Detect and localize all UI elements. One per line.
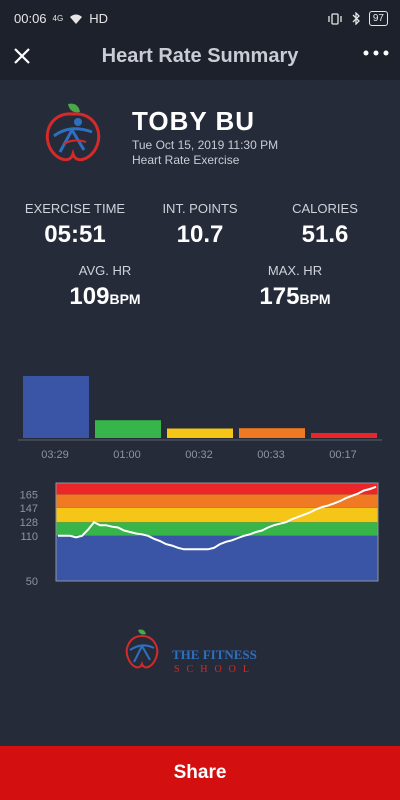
- profile-logo-icon: [45, 103, 101, 162]
- status-time: 00:06: [14, 11, 47, 26]
- hr-tick-label: 165: [20, 489, 38, 501]
- network-type: HD: [89, 11, 108, 26]
- hr-zone-band-1: [56, 535, 378, 581]
- bar-label-zone3: 00:32: [185, 449, 213, 461]
- share-button[interactable]: Share: [0, 746, 400, 800]
- heart-rate-chart: 165 147 128 110 50: [20, 482, 379, 588]
- avg-hr-label: AVG. HR: [78, 263, 132, 278]
- wifi-icon: [70, 14, 83, 24]
- close-icon[interactable]: [8, 42, 36, 70]
- vibrate-icon: [328, 12, 342, 25]
- user-name: TOBY BU: [132, 106, 256, 136]
- calories-value: 51.6: [301, 221, 349, 248]
- hr-tick-label: 128: [20, 517, 38, 529]
- page-title: Heart Rate Summary: [101, 45, 299, 67]
- avg-hr-unit: BPM: [109, 291, 141, 307]
- int-points-label: INT. POINTS: [162, 201, 238, 216]
- heart-rate-line: [58, 485, 377, 551]
- hr-zone-band-2: [56, 522, 378, 536]
- zone-bar-1: [23, 376, 89, 438]
- bluetooth-icon: [352, 12, 360, 25]
- hr-zone-band-4: [56, 494, 378, 508]
- avg-hr-number: 109: [69, 283, 110, 310]
- exercise-datetime: Tue Oct 15, 2019 11:30 PM: [132, 138, 279, 152]
- signal-indicator: 4G: [52, 13, 64, 23]
- calories-label: CALORIES: [292, 201, 358, 216]
- hr-tick-label: 110: [20, 531, 38, 543]
- battery-indicator: 97: [368, 11, 388, 26]
- status-bar: 00:06 4G HD 97: [0, 0, 400, 36]
- avg-hr-value: 109BPM: [50, 283, 160, 311]
- exercise-time-value: 05:51: [44, 221, 106, 248]
- zone-time-chart: [18, 376, 382, 441]
- zone-bar-2: [95, 420, 161, 438]
- hr-zone-band-5: [56, 483, 378, 495]
- bar-label-zone4: 00:33: [257, 449, 285, 461]
- hr-tick-label: 50: [26, 576, 38, 588]
- exercise-type: Heart Rate Exercise: [132, 153, 240, 167]
- logo-line1: THE FITNESS: [172, 647, 257, 662]
- hr-zone-band-3: [56, 507, 378, 523]
- int-points-value: 10.7: [176, 221, 224, 248]
- more-options-icon[interactable]: [362, 46, 390, 60]
- max-hr-unit: BPM: [299, 291, 331, 307]
- hr-chart-frame: [55, 482, 379, 582]
- bar-label-zone1: 03:29: [41, 449, 69, 461]
- max-hr-label: MAX. HR: [267, 263, 323, 278]
- header-bar: Heart Rate Summary: [0, 36, 400, 80]
- logo-line2: SCHOOL: [174, 664, 256, 675]
- bar-label-zone2: 01:00: [113, 449, 141, 461]
- bar-label-zone5: 00:17: [329, 449, 357, 461]
- zone-bar-5: [311, 432, 377, 438]
- max-hr-number: 175: [259, 283, 300, 310]
- hr-tick-label: 147: [20, 503, 38, 515]
- zone-bar-4: [239, 428, 305, 438]
- fitness-school-logo: THE FITNESS SCHOOL: [125, 629, 257, 675]
- exercise-time-label: EXERCISE TIME: [24, 201, 126, 216]
- zone-bar-3: [167, 428, 233, 438]
- max-hr-value: 175BPM: [240, 283, 350, 311]
